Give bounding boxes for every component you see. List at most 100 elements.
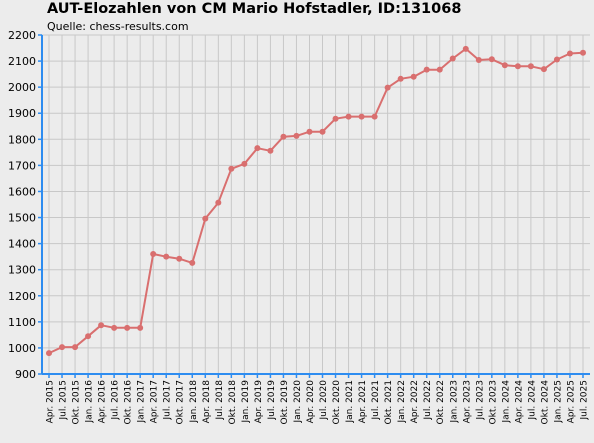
x-tick-label: Jan. 2018 (189, 380, 199, 424)
x-tick-label: Jan. 2019 (241, 380, 251, 424)
x-tick-label: Apr. 2025 (566, 380, 576, 423)
x-tick-label: Jul. 2015 (59, 380, 69, 421)
y-tick-label: 1600 (8, 185, 36, 198)
data-point (345, 113, 352, 120)
y-tick-label: 1300 (8, 264, 36, 277)
data-point (98, 322, 105, 329)
chart-source: Quelle: chess-results.com (47, 20, 189, 33)
data-point (553, 56, 560, 63)
data-point (566, 50, 573, 57)
data-point (527, 63, 534, 70)
data-point (397, 75, 404, 82)
y-tick-label: 1100 (8, 316, 36, 329)
data-point (540, 66, 547, 73)
x-tick-label: Apr. 2023 (462, 380, 472, 423)
data-point (332, 115, 339, 122)
data-point (72, 344, 79, 351)
x-tick-label: Okt. 2019 (280, 380, 290, 425)
data-point (306, 128, 313, 135)
data-point (488, 56, 495, 63)
x-tick-label: Jan. 2020 (293, 380, 303, 424)
data-point (46, 350, 52, 357)
data-point (163, 253, 170, 260)
x-tick-label: Okt. 2024 (540, 380, 550, 425)
data-point (449, 55, 456, 62)
x-tick-label: Apr. 2015 (46, 380, 56, 423)
x-tick-label: Apr. 2022 (410, 380, 420, 423)
data-point (267, 147, 274, 154)
data-point (514, 63, 521, 70)
data-point (150, 251, 157, 258)
x-tick-label: Okt. 2020 (332, 380, 342, 425)
x-tick-label: Jan. 2021 (345, 380, 355, 424)
x-tick-label: Apr. 2021 (358, 380, 368, 423)
data-point (436, 66, 443, 73)
data-point (410, 73, 417, 80)
x-tick-label: Jan. 2024 (501, 380, 511, 424)
plot-area (42, 35, 590, 374)
x-tick-label: Apr. 2020 (306, 380, 316, 424)
x-tick-label: Jul. 2018 (215, 380, 225, 421)
data-point (280, 133, 287, 140)
x-tick-labels: Apr. 2015 Jul. 2015 Okt. 2015 Jan. 2016 Apr.… (46, 380, 590, 425)
data-point (358, 113, 365, 120)
series-layer (46, 45, 586, 357)
x-tick-label: Jan. 2016 (85, 380, 95, 424)
y-tick-label: 2200 (8, 29, 36, 42)
data-point (462, 45, 469, 52)
data-point (254, 145, 261, 152)
y-tick-label: 2000 (8, 81, 36, 94)
x-tick-label: Apr. 2016 (98, 380, 108, 424)
chart-title: AUT-Elozahlen von CM Mario Hofstadler, I… (47, 1, 462, 17)
axes (38, 34, 590, 378)
data-point (580, 49, 586, 56)
data-point (319, 128, 326, 135)
y-tick-labels: 900 1000 1100 1200 1300 1400 1500 1600 1700 1800 1… (8, 29, 36, 381)
x-tick-label: Jan. 2025 (553, 380, 563, 424)
data-point (59, 344, 66, 351)
grid-lines (42, 34, 590, 375)
x-tick-label: Jul. 2020 (319, 380, 329, 421)
y-tick-label: 1800 (8, 133, 36, 146)
data-point (176, 255, 183, 262)
data-point (111, 324, 118, 331)
y-tick-label: 900 (15, 368, 36, 381)
x-tick-label: Jan. 2023 (449, 380, 459, 424)
x-tick-label: Apr. 2019 (254, 380, 264, 424)
data-point (137, 324, 144, 331)
y-tick-label: 1500 (8, 212, 36, 225)
x-tick-label: Okt. 2017 (176, 380, 186, 424)
y-tick-label: 2100 (8, 55, 36, 68)
data-point (85, 333, 92, 340)
x-tick-label: Jul. 2016 (111, 380, 121, 421)
x-tick-label: Jul. 2023 (475, 380, 485, 421)
data-point (215, 199, 222, 206)
data-point (241, 160, 248, 167)
y-tick-label: 1900 (8, 107, 36, 120)
y-tick-label: 1700 (8, 159, 36, 172)
x-tick-label: Jul. 2024 (527, 380, 537, 421)
data-point (423, 66, 430, 73)
data-point (501, 62, 508, 69)
data-point (293, 132, 300, 139)
data-point (202, 215, 209, 222)
data-point (384, 84, 391, 91)
x-tick-label: Okt. 2023 (488, 380, 498, 424)
x-tick-label: Apr. 2018 (202, 380, 212, 424)
data-point (475, 57, 482, 64)
x-tick-label: Jul. 2025 (580, 380, 590, 421)
y-tick-label: 1200 (8, 290, 36, 303)
x-tick-label: Jul. 2019 (267, 380, 277, 421)
x-tick-label: Okt. 2016 (124, 380, 134, 425)
data-point (124, 324, 131, 331)
x-tick-label: Okt. 2018 (228, 380, 238, 425)
x-tick-label: Okt. 2021 (384, 380, 394, 424)
x-tick-label: Jan. 2017 (137, 380, 147, 424)
y-tick-label: 1400 (8, 238, 36, 251)
x-tick-label: Jul. 2022 (423, 380, 433, 421)
x-tick-label: Okt. 2015 (72, 380, 82, 424)
x-tick-label: Apr. 2024 (514, 380, 524, 424)
x-tick-label: Okt. 2022 (436, 380, 446, 424)
